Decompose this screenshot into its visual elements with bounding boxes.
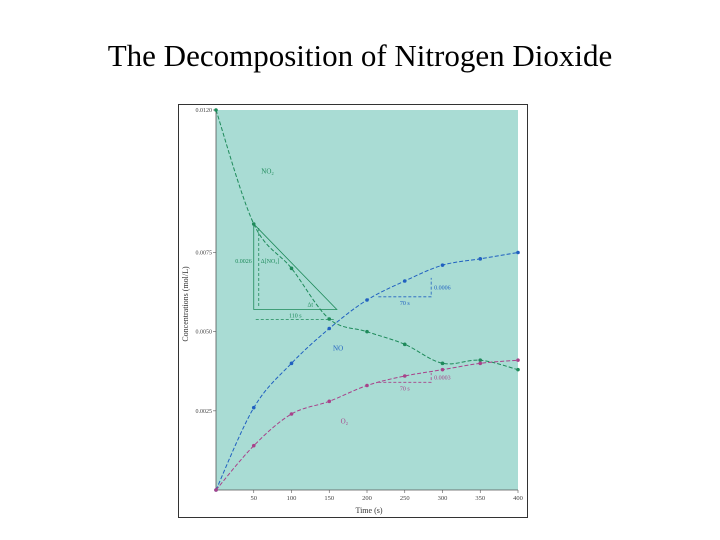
o2-data-point xyxy=(289,412,294,416)
o2-data-point xyxy=(516,358,520,362)
o2-data-point xyxy=(251,443,256,448)
no2-delta-conc-label: Δ[NO₂] xyxy=(261,259,280,265)
x-tick-label: 350 xyxy=(475,495,485,502)
y-tick-label: 0.0120 xyxy=(196,108,213,114)
x-tick-label: 250 xyxy=(400,495,410,502)
o2-slope-triangle xyxy=(378,372,432,383)
no-slope-triangle xyxy=(378,277,432,298)
no2-slope-triangle xyxy=(253,223,338,320)
no-data-point xyxy=(402,279,407,283)
no-data-point xyxy=(289,361,294,366)
no2-delta-t-label: Δt xyxy=(308,303,314,309)
slide-title: The Decomposition of Nitrogen Dioxide xyxy=(107,38,613,73)
no-series-label: NO xyxy=(333,345,343,353)
o2-data-point xyxy=(214,488,218,492)
x-tick-label: 200 xyxy=(362,495,372,502)
no-data-point xyxy=(251,405,256,410)
no2-data-point xyxy=(440,361,445,366)
no-vertical-label: 0.0006 xyxy=(434,285,451,291)
o2-data-point xyxy=(440,367,445,372)
no2-data-point xyxy=(516,367,520,372)
no-data-point xyxy=(478,257,483,261)
y-tick-label: 0.0025 xyxy=(196,409,213,415)
x-tick-label: 100 xyxy=(287,495,297,502)
x-tick-label: 150 xyxy=(324,495,334,502)
no2-data-point xyxy=(289,266,294,271)
no2-horizontal-label: 110 s xyxy=(289,314,302,320)
no2-delta-value-label: 0.0026 xyxy=(235,259,252,265)
no2-series-label: NO₂ xyxy=(261,167,274,175)
o2-series-label: O₂ xyxy=(341,418,349,426)
x-tick-label: 50 xyxy=(251,495,258,502)
y-tick-label: 0.0075 xyxy=(196,251,213,257)
no2-data-point xyxy=(478,358,483,362)
y-axis-label: Concentrations (mol/L) xyxy=(181,266,190,342)
y-tick-label: 0.0050 xyxy=(196,330,213,336)
x-axis-label: Time (s) xyxy=(355,506,382,515)
no2-data-point xyxy=(402,342,407,347)
no-data-point xyxy=(440,263,445,267)
o2-data-point xyxy=(478,361,483,366)
no-data-point xyxy=(516,250,520,255)
no2-triangle-path xyxy=(253,223,338,310)
o2-vertical-label: 0.0003 xyxy=(434,376,451,382)
concentration-chart: 0.0025 0.0050 0.0075 0.0120 50 100 150 200 250 3… xyxy=(178,104,528,518)
no2-data-point xyxy=(214,108,218,112)
chart-figure: 0.0025 0.0050 0.0075 0.0120 50 100 150 200 250 3… xyxy=(178,104,528,518)
x-tick-label: 400 xyxy=(513,495,523,502)
no2-triangle-arrows xyxy=(255,228,335,320)
x-ticks: 50 100 150 200 250 300 350 400 xyxy=(251,490,523,502)
o2-horizontal-label: 70 s xyxy=(400,386,411,392)
no-data-point xyxy=(365,298,369,302)
no2-data-point xyxy=(327,317,332,321)
no2-data-point xyxy=(365,329,369,334)
no-data-point xyxy=(327,326,332,331)
o2-data-point xyxy=(365,383,369,388)
x-tick-label: 300 xyxy=(438,495,448,502)
o2-data-point xyxy=(327,399,332,404)
no-horizontal-label: 70 s xyxy=(400,301,411,307)
o2-data-point xyxy=(402,374,407,378)
